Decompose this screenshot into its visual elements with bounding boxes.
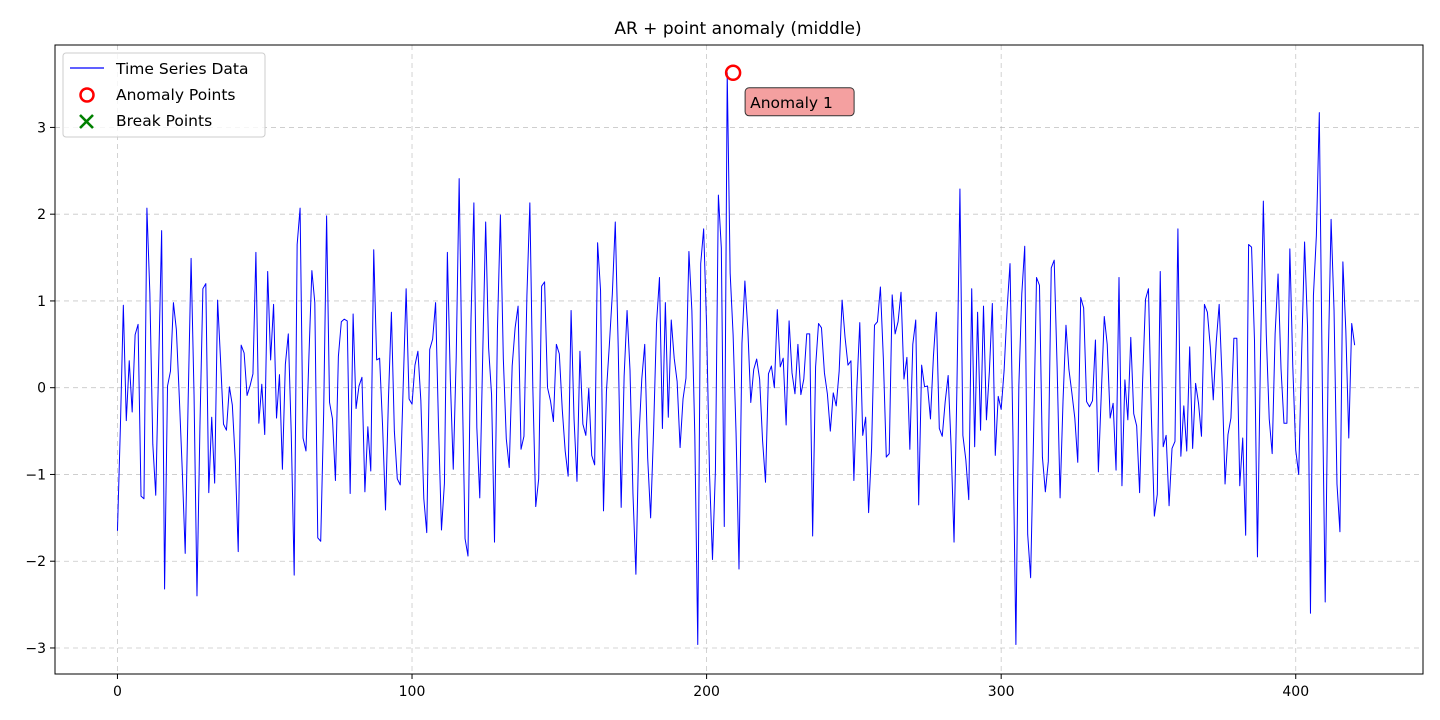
legend-label-break: Break Points [116,112,212,130]
x-tick-label: 0 [113,684,122,700]
series-layer [116,72,1356,645]
anomaly-annotation-label: Anomaly 1 [750,94,833,112]
y-tick-label: 2 [37,207,46,223]
y-tick-label: 3 [37,120,46,136]
plot-frame [54,44,1424,675]
anomaly-point [724,64,742,82]
legend-box [62,52,266,138]
x-tick-label: 100 [399,684,426,700]
y-tick-label: −1 [25,467,46,483]
series-line [116,72,1356,645]
anomaly-layer: Anomaly 1 [724,64,855,117]
y-tick-label: 1 [37,294,46,310]
y-tick-label: 0 [37,381,46,397]
y-tick-label: −3 [25,641,46,657]
legend-label-time-series: Time Series Data [115,60,248,78]
grid [55,45,1423,674]
x-tick-label: 400 [1282,684,1309,700]
y-tick-label: −2 [25,554,46,570]
x-axis: 0 100 200 300 400 [113,674,1309,700]
y-axis: −3 −2 −1 0 1 2 3 [25,120,55,657]
x-tick-label: 300 [988,684,1015,700]
chart-title: AR + point anomaly (middle) [614,19,861,39]
legend-label-anomaly: Anomaly Points [116,86,235,104]
x-tick-label: 200 [693,684,720,700]
legend: Time Series Data Anomaly Points Break Po… [62,52,266,138]
legend-x-swatch [79,114,94,129]
anomaly-annotation-box [744,87,855,117]
legend-circle-swatch [79,87,95,103]
